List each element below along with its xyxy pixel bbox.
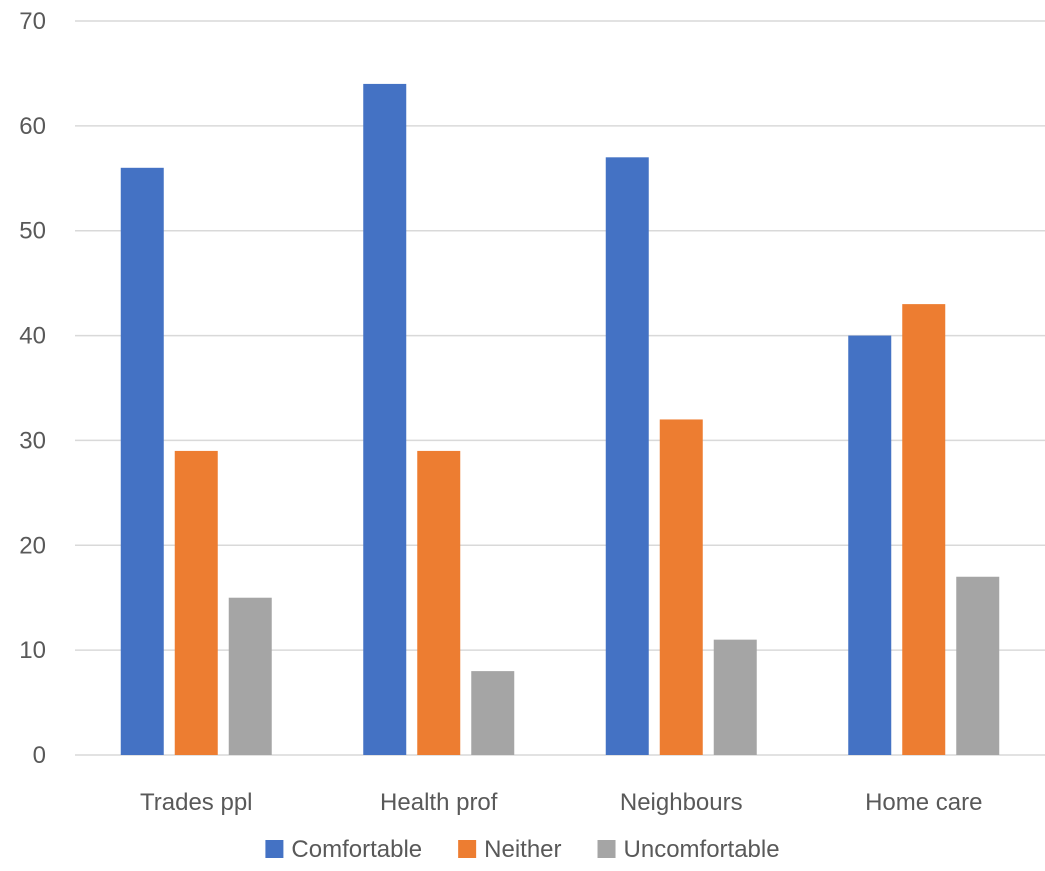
bar-uncomfortable-health-prof [471, 671, 515, 755]
bar-comfortable-health-prof [363, 83, 407, 755]
y-tick-label: 40 [19, 323, 46, 350]
x-category-label: Home care [865, 789, 982, 816]
bar-neither-home-care [902, 304, 946, 755]
x-category-label: Trades ppl [140, 789, 253, 816]
legend-label-neither: Neither [484, 836, 561, 863]
y-tick-label: 30 [19, 427, 46, 454]
bar-neither-health-prof [417, 450, 461, 755]
gridlines [75, 20, 1045, 756]
bar-uncomfortable-home-care [956, 576, 1000, 755]
y-tick-label: 70 [19, 8, 46, 35]
y-axis-ticks: 0 10 20 30 40 50 60 70 [19, 8, 46, 769]
bar-comfortable-trades-ppl [120, 167, 164, 756]
bars [120, 83, 1000, 756]
bar-uncomfortable-trades-ppl [228, 597, 272, 755]
y-tick-label: 0 [33, 742, 46, 769]
x-axis-categories: Trades ppl Health prof Neighbours Home care [140, 789, 982, 816]
legend-swatch-uncomfortable [597, 840, 616, 858]
legend-label-comfortable: Comfortable [291, 836, 422, 863]
y-tick-label: 60 [19, 113, 46, 140]
legend-label-uncomfortable: Uncomfortable [624, 836, 780, 863]
legend-swatch-comfortable [265, 840, 284, 858]
x-category-label: Neighbours [620, 789, 743, 816]
bar-neither-trades-ppl [174, 450, 218, 755]
legend: Comfortable Neither Uncomfortable [265, 836, 780, 863]
x-category-label: Health prof [380, 789, 498, 816]
bar-neither-neighbours [659, 419, 703, 755]
bar-comfortable-home-care [848, 335, 892, 755]
y-tick-label: 20 [19, 532, 46, 559]
legend-swatch-neither [458, 840, 477, 858]
bar-uncomfortable-neighbours [713, 639, 757, 755]
y-tick-label: 10 [19, 637, 46, 664]
bar-comfortable-neighbours [605, 157, 649, 756]
y-tick-label: 50 [19, 218, 46, 245]
